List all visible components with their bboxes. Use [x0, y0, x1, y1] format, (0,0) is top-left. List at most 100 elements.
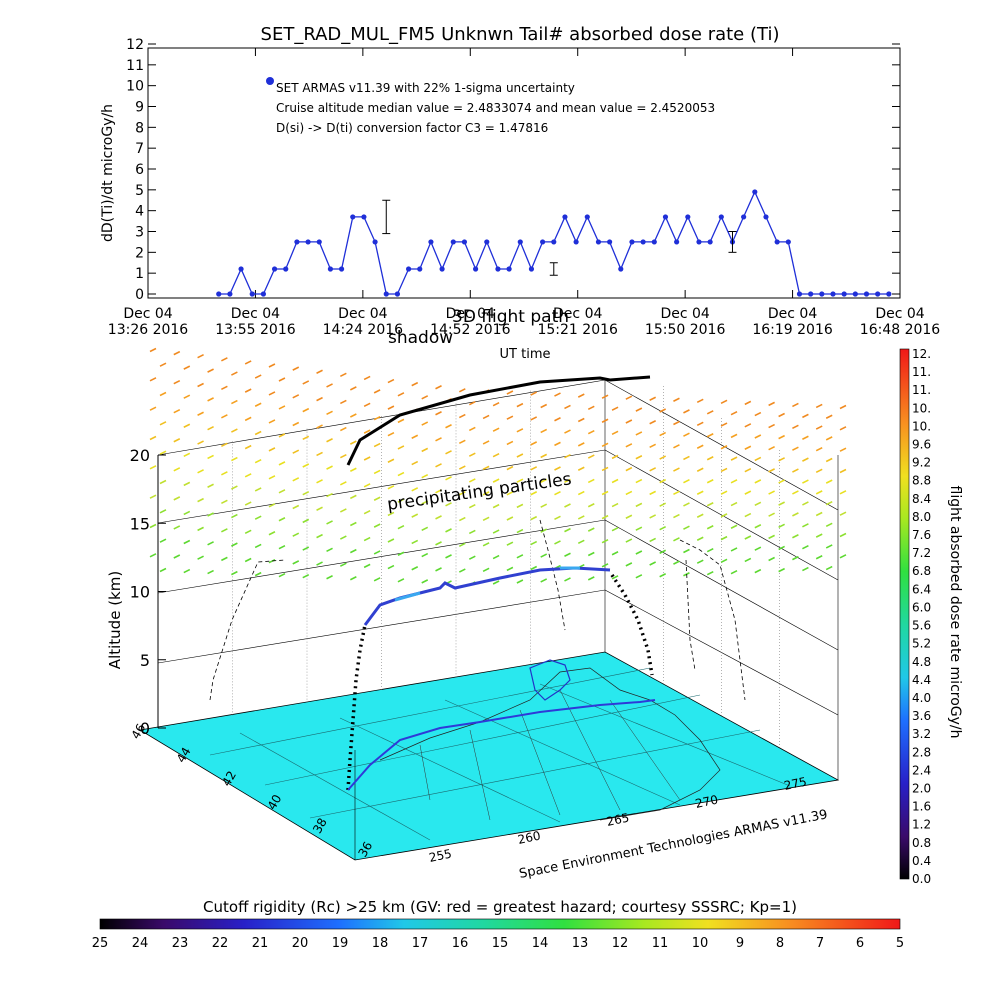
- particle-mark: [506, 440, 514, 446]
- particle-mark: [649, 490, 657, 496]
- data-point: [216, 291, 222, 297]
- particle-mark: [577, 515, 585, 520]
- particle-mark: [254, 430, 262, 436]
- cutoff-tick-label: 24: [132, 936, 149, 951]
- particle-mark: [445, 502, 452, 507]
- particle-mark: [373, 577, 381, 582]
- shadow-path-left: [209, 559, 286, 701]
- particle-mark: [577, 539, 585, 545]
- colorbar-tick-label: 4.4: [912, 673, 931, 687]
- particle-mark: [373, 496, 381, 501]
- colorbar-tick-label: 0.8: [912, 836, 931, 850]
- cutoff-tick-label: 9: [736, 936, 744, 951]
- particle-mark: [564, 478, 571, 484]
- data-point: [495, 266, 501, 272]
- particle-mark: [635, 502, 643, 508]
- particle-mark: [530, 565, 538, 571]
- particle-mark: [411, 487, 419, 492]
- particle-mark: [587, 503, 595, 508]
- y-tick-label: 5: [135, 183, 144, 199]
- alt-tick-label: 15: [130, 514, 150, 533]
- particle-mark: [268, 558, 276, 564]
- colorbar-tick-label: 2.0: [912, 781, 931, 795]
- particle-mark: [754, 456, 762, 462]
- particle-mark: [516, 453, 524, 458]
- particle-mark: [587, 454, 595, 459]
- particle-mark: [635, 478, 643, 484]
- particle-mark: [506, 465, 514, 471]
- cutoff-tick-label: 13: [572, 936, 589, 951]
- particle-mark: [482, 465, 490, 471]
- particle-mark: [792, 446, 799, 451]
- particle-mark: [397, 445, 405, 450]
- cutoff-tick-label: 17: [412, 936, 429, 951]
- particle-mark: [468, 452, 476, 457]
- particle-mark: [720, 513, 728, 518]
- particle-mark: [221, 357, 228, 362]
- particle-mark: [506, 516, 514, 521]
- particle-mark: [482, 440, 490, 445]
- particle-mark: [659, 573, 667, 578]
- particle-mark: [492, 529, 500, 534]
- y-tick-label: 10: [126, 79, 144, 95]
- particle-mark: [839, 404, 847, 410]
- particle-mark: [316, 533, 323, 539]
- particle-mark: [683, 409, 690, 414]
- data-point: [763, 214, 769, 220]
- particle-mark: [326, 492, 333, 498]
- particle-mark: [197, 411, 204, 416]
- colorbar-tick-label: 11.: [912, 365, 931, 379]
- particle-mark: [683, 455, 690, 461]
- particle-mark: [468, 529, 476, 535]
- particle-mark: [768, 401, 775, 407]
- particle-mark: [468, 401, 476, 406]
- y-tick-label: 6: [135, 162, 144, 178]
- particle-mark: [506, 566, 514, 572]
- colorbar-tick-label: 2.8: [912, 745, 931, 759]
- particle-mark: [802, 566, 809, 572]
- particle-mark: [625, 419, 633, 424]
- particle-mark: [659, 478, 667, 484]
- particle-mark: [696, 513, 704, 518]
- particle-mark: [720, 535, 728, 541]
- particle-mark: [815, 403, 823, 409]
- particle-mark: [254, 402, 262, 407]
- particle-mark: [696, 536, 704, 541]
- y-tick-label: 2: [135, 245, 144, 261]
- colorbar-tick-label: 2.4: [912, 763, 931, 777]
- particle-mark: [706, 570, 714, 576]
- data-point: [249, 291, 255, 297]
- data-point: [819, 291, 825, 297]
- particle-mark: [530, 515, 538, 521]
- particle-mark: [706, 479, 714, 484]
- particle-mark: [720, 399, 728, 405]
- particle-mark: [445, 554, 452, 559]
- particle-mark: [363, 483, 371, 488]
- legend-annotation-2: Cruise altitude median value = 2.4833074…: [276, 101, 715, 115]
- particle-mark: [183, 510, 191, 516]
- colorbar-tick-label: 3.6: [912, 709, 931, 723]
- particle-mark: [815, 446, 823, 452]
- particle-mark: [825, 414, 833, 419]
- particle-mark: [159, 538, 167, 543]
- particle-mark: [778, 501, 785, 506]
- particle-mark: [839, 511, 847, 516]
- dose-rate-series: [216, 189, 892, 297]
- ground-track: [347, 699, 656, 791]
- particle-mark: [445, 424, 452, 429]
- particle-mark: [207, 397, 214, 402]
- ascent-path: [346, 624, 367, 791]
- particle-mark: [587, 576, 595, 581]
- particle-mark: [435, 541, 442, 546]
- particle-mark: [673, 467, 680, 472]
- particle-mark: [183, 423, 191, 428]
- particle-mark: [778, 457, 785, 462]
- particle-mark: [159, 362, 167, 367]
- particle-mark: [635, 431, 643, 436]
- particle-field: [149, 347, 847, 586]
- particle-mark: [825, 522, 833, 528]
- particle-mark: [564, 527, 571, 533]
- particle-mark: [183, 365, 191, 370]
- colorbar-tick-label: 4.8: [912, 655, 931, 669]
- particle-mark: [268, 531, 276, 536]
